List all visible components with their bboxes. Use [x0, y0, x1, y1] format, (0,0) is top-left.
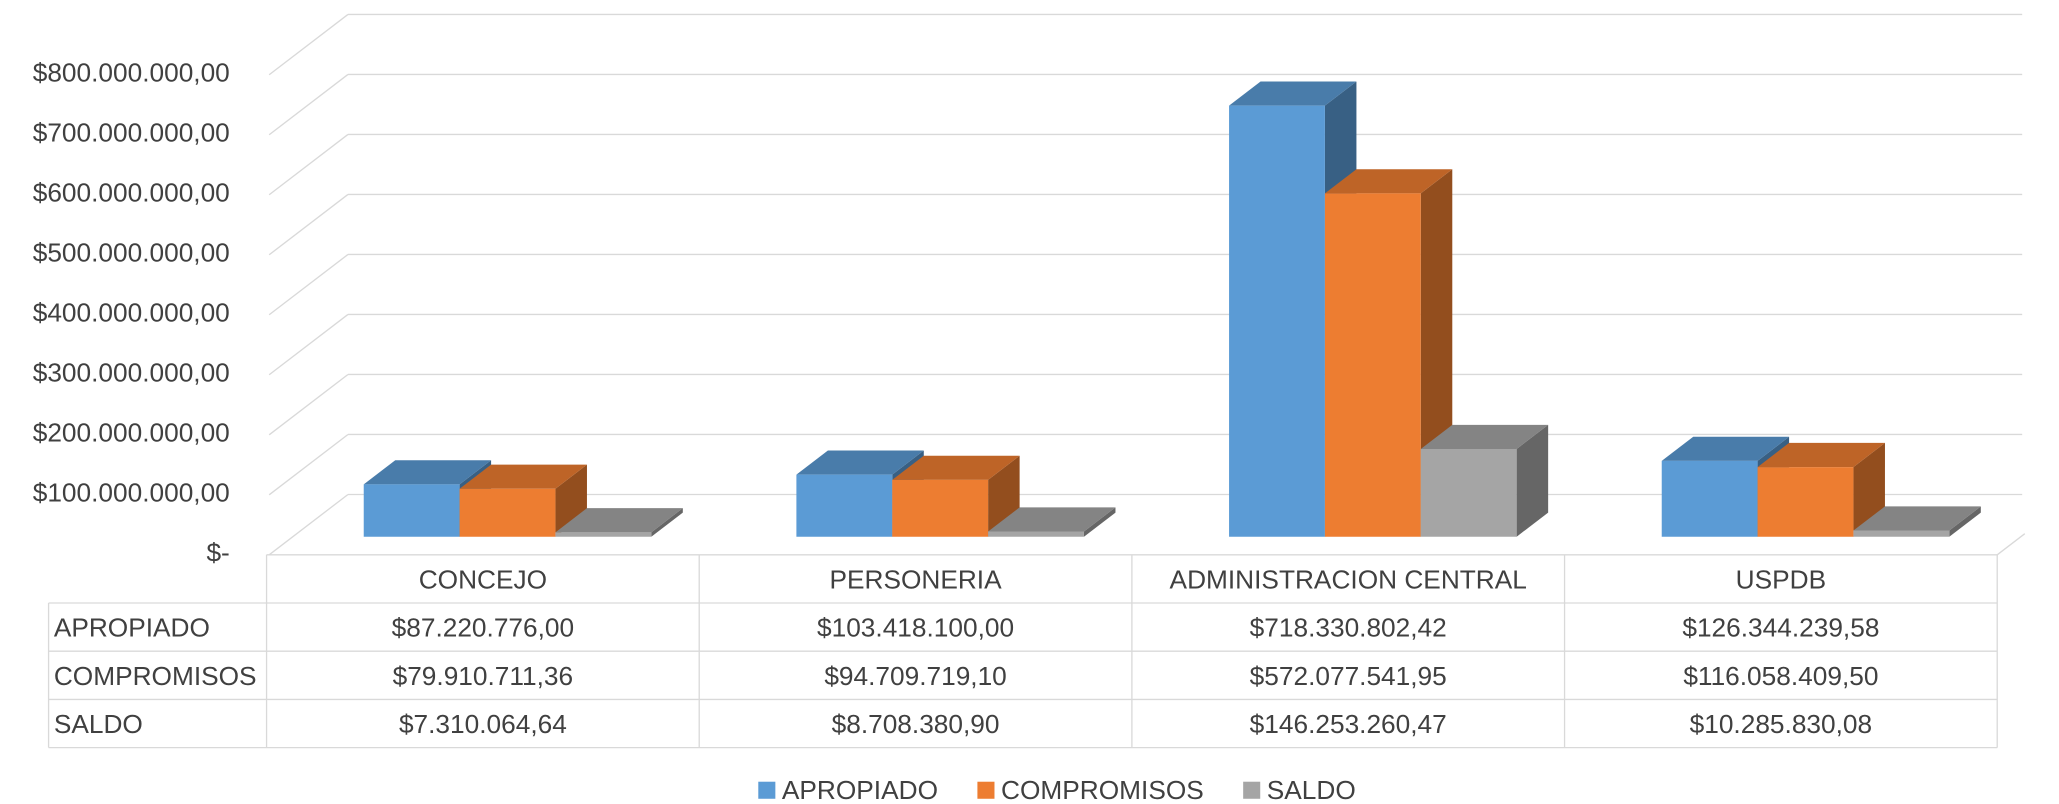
data-label: $126.344.239,58: [1682, 613, 1879, 643]
y-tick-label: $200.000.000,00: [33, 418, 230, 448]
bar-side: [1949, 506, 1981, 537]
x-tick-label: CONCEJO: [419, 564, 547, 594]
bar: [459, 464, 587, 537]
grid-line: [268, 133, 349, 196]
bar-top: [555, 508, 683, 533]
data-label: $8.708.380,90: [832, 709, 1000, 739]
grid-line: [268, 13, 349, 76]
data-label: $79.910.711,36: [393, 661, 574, 691]
data-label: $10.285.830,08: [1690, 709, 1872, 739]
x-tick-label: USPDB: [1736, 564, 1826, 594]
bar-top: [1324, 169, 1453, 194]
bar-top: [459, 464, 587, 489]
y-tick-label: $100.000.000,00: [33, 478, 230, 508]
bar-front: [892, 479, 989, 537]
bar-side: [555, 464, 587, 537]
bar-top: [1420, 424, 1549, 449]
table-row-label: SALDO: [54, 709, 143, 739]
grid-line: [268, 193, 349, 256]
y-tick-label: $-: [206, 538, 229, 568]
bar-side: [651, 508, 683, 537]
legend-label: COMPROMISOS: [1001, 775, 1204, 804]
bar-top: [796, 450, 924, 475]
bar-front: [1229, 105, 1325, 537]
grid-line: [268, 373, 349, 436]
grid-line: [268, 433, 349, 496]
bar: [555, 508, 683, 537]
table-row-label: COMPROMISOS: [54, 661, 257, 691]
floor: [1996, 533, 2026, 556]
x-tick-label: PERSONERIA: [829, 564, 1002, 594]
bar-side: [1083, 507, 1116, 537]
y-tick-label: $800.000.000,00: [33, 58, 230, 88]
bar-top: [1229, 81, 1357, 106]
bar-front: [1324, 193, 1421, 537]
legend-swatch: [977, 781, 995, 799]
bar-side: [1516, 424, 1549, 537]
bar-top: [892, 455, 1020, 480]
bar-top: [363, 460, 492, 485]
chart-body: $- $100.000.000,00 $200.000.000,00 $300.000…: [33, 13, 2026, 804]
bar-front: [988, 531, 1084, 537]
bar-front: [363, 484, 460, 537]
bar-front: [1661, 460, 1758, 537]
legend-label: APROPIADO: [782, 775, 938, 804]
bar: [1757, 442, 1885, 537]
legend-label: SALDO: [1267, 775, 1356, 804]
y-tick-label: $300.000.000,00: [33, 358, 230, 388]
data-label: $572.077.541,95: [1250, 661, 1447, 691]
legend-swatch: [758, 781, 776, 799]
data-label: $94.709.719,10: [824, 661, 1006, 691]
bar: [1853, 506, 1981, 537]
y-tick-label: $500.000.000,00: [33, 238, 230, 268]
data-label: $116.058.409,50: [1683, 661, 1878, 691]
grid-line: [268, 493, 349, 556]
legend-swatch: [1243, 781, 1261, 799]
bar-top: [988, 507, 1116, 532]
legend: APROPIADO COMPROMISOS SALDO: [758, 775, 1356, 804]
bar-front: [1757, 467, 1854, 537]
bar: [1420, 424, 1549, 537]
bar-top: [1757, 442, 1885, 468]
y-tick-label: $700.000.000,00: [33, 118, 230, 148]
y-tick-label: $400.000.000,00: [33, 298, 230, 328]
grid-line: [268, 253, 349, 316]
y-tick-label: $600.000.000,00: [33, 178, 230, 208]
data-label: $718.330.802,42: [1250, 613, 1447, 643]
bar-top: [1853, 506, 1981, 531]
table-row-label: APROPIADO: [54, 613, 210, 643]
bar-top: [1661, 436, 1790, 461]
bar-front: [555, 532, 652, 537]
bar-front: [459, 488, 556, 537]
data-label: $103.418.100,00: [817, 613, 1014, 643]
x-tick-label: ADMINISTRACION CENTRAL: [1170, 564, 1527, 594]
bar-front: [1853, 530, 1950, 537]
grid-line: [268, 313, 349, 376]
data-label: $146.253.260,47: [1250, 709, 1447, 739]
bar: [988, 507, 1116, 537]
bar-front: [796, 474, 893, 537]
grid-line: [268, 73, 349, 136]
data-label: $7.310.064,64: [399, 709, 567, 739]
data-label: $87.220.776,00: [392, 613, 574, 643]
bar-front: [1420, 448, 1517, 537]
